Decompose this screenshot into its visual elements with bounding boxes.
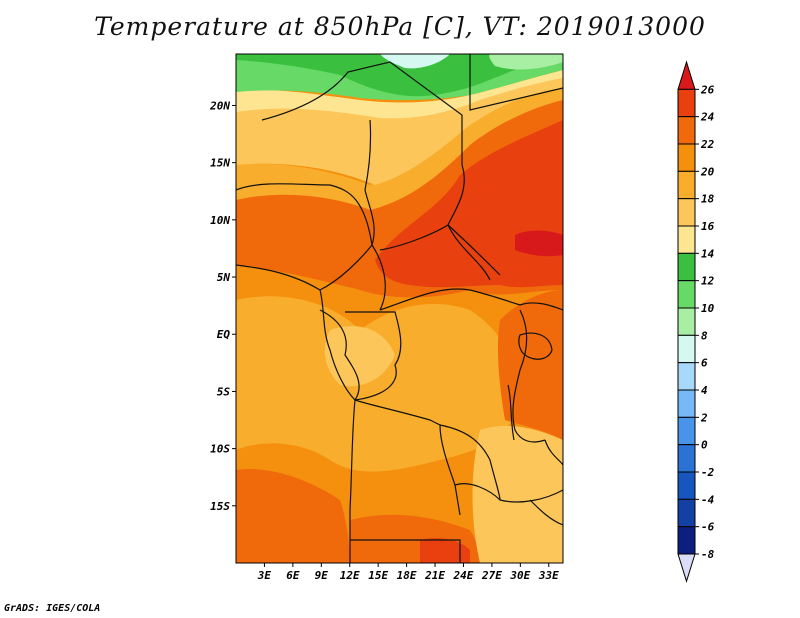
lon-tick-label: 15E [368,569,388,582]
latitude-axis: 20N 15N 10N 5N EQ 5S 10S 15S [209,99,236,513]
east-lakes-border [512,309,546,443]
colorbar-max-arrow [677,60,696,90]
nigeria-border [236,183,373,246]
colorbar-label: 14 [701,247,715,260]
colorbar-box [677,170,696,200]
lon-tick-label: 24E [453,569,474,582]
car-border [379,224,501,276]
niger-chad-border [364,119,375,246]
temperature-field-band-22-e [497,290,563,440]
temperature-field-band-16-n [236,78,563,185]
lon-tick-label: 9E [315,569,329,582]
mozambique-border [529,499,563,526]
temperature-field-band-26 [515,230,563,257]
colorbar-box [677,389,696,418]
lon-tick-label: 27E [481,569,502,582]
congo-border [319,309,360,401]
lat-tick-label: 5S [217,385,231,398]
colorbar-label: 10 [701,302,715,315]
zambia-border [454,483,563,503]
colorbar-box [677,471,696,500]
lat-tick-label: 10N [210,214,230,227]
lon-tick-label: 12E [340,569,360,582]
map-frame [235,53,564,564]
tanzania-border [544,439,563,466]
temperature-field-band-18 [324,326,395,387]
lat-tick-label: EQ [217,328,231,341]
colorbar-label: 4 [701,384,708,397]
lat-tick-label: 10S [210,443,230,456]
lon-tick-label: 33E [538,569,559,582]
cameroon-border [319,243,386,311]
coastline-west [236,264,356,563]
temperature-field-band-10-ne [489,54,563,70]
colorbar-label: 24 [700,111,715,124]
colorbar-box [677,198,696,227]
angola-border [354,399,461,516]
colorbar-label: 26 [700,83,715,96]
temperature-field-band-18-se [472,425,563,563]
lat-tick-label: 5N [217,271,231,284]
temperature-field-band-12-n [236,54,563,97]
namibia-border [350,539,461,563]
colorbar-box [677,498,696,528]
colorbar-label: 12 [701,275,715,288]
colorbar-label: 18 [701,193,715,206]
colorbar-label: 2 [700,411,708,424]
drc-west-border [345,311,402,401]
colorbar-box [677,225,696,254]
longitude-axis: 3E 6E 9E 12E 15E 18E 21E 24E 27E 30E 33E [257,563,559,582]
lake-victoria [518,332,553,360]
drc-south-border [439,424,501,501]
colorbar-box [677,444,696,473]
colorbar-box [677,252,696,282]
colorbar-box [677,526,696,555]
map-plot-area [236,54,563,563]
colorbar-label: 8 [701,329,708,342]
lake-tanganyika [507,384,515,441]
lon-tick-label: 3E [257,569,272,582]
colorbar-box [677,416,696,446]
lon-tick-label: 21E [424,569,445,582]
colorbar-label: 16 [701,220,715,233]
temperature-field-band-22-sw [236,469,350,563]
lat-tick-label: 20N [209,99,230,112]
colorbar-label: 6 [701,357,708,370]
colorbar-box [677,280,696,309]
colorbar-box [677,88,696,118]
country-borders [236,54,563,563]
colorbar-label: -2 [701,466,715,479]
lon-tick-label: 30E [509,569,530,582]
colorbar-box [677,334,696,364]
colorbar-label: 0 [701,439,708,452]
colorbar-box [677,143,696,172]
lon-tick-label: 6E [286,569,300,582]
colorbar-label: -8 [701,548,715,561]
grads-credit: GrADS: IGES/COLA [4,603,101,614]
lat-tick-label: 15S [210,500,230,513]
temperature-field-band-14-n [236,70,563,119]
lat-tick-label: 15N [210,157,230,170]
temperature-field-band-24-s [420,538,470,563]
map-title: Temperature at 850hPa [C], VT: 201901300… [94,12,706,41]
colorbar-box [677,116,696,145]
colorbar-label: 22 [700,138,715,151]
temperature-field-band-8-n [380,54,450,69]
libya-border [261,61,463,165]
uganda-border [519,302,563,311]
drc-north-border [379,288,521,311]
colorbar-min-arrow [677,553,696,584]
egypt-border [469,54,563,111]
colorbar-label: -6 [701,521,715,534]
colorbar-label: 20 [700,165,715,178]
colorbar-box [677,307,696,336]
colorbar-label: -4 [701,493,715,506]
lon-tick-label: 18E [397,569,417,582]
colorbar-box [677,362,696,391]
